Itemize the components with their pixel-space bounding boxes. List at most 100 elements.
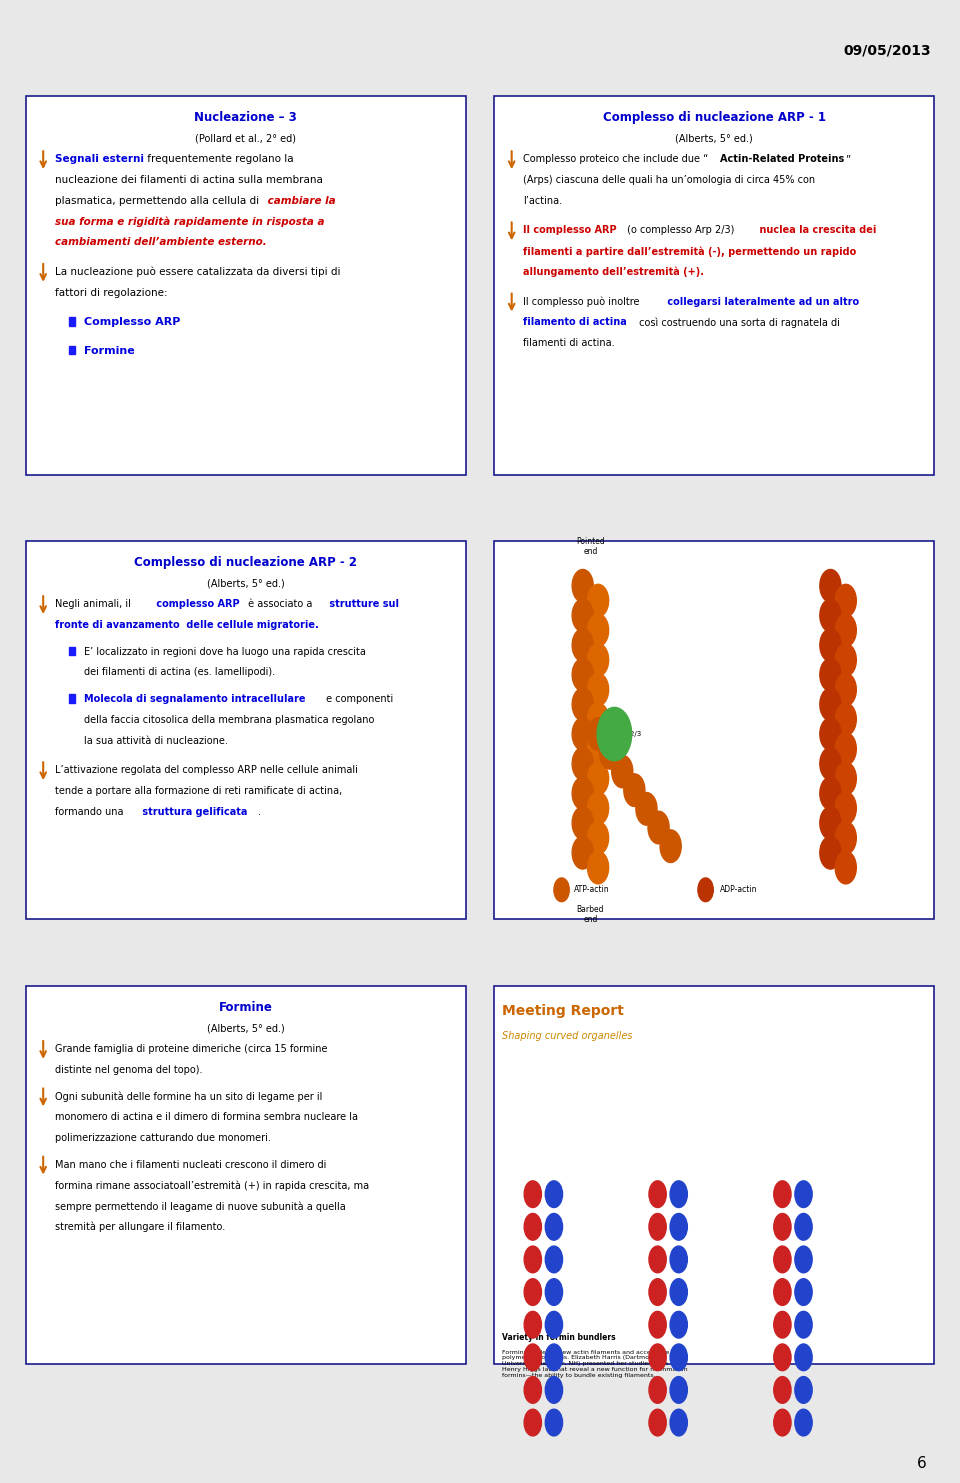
Circle shape xyxy=(670,1278,687,1305)
Text: formina rimane associatoall’estremità (+) in rapida crescita, ma: formina rimane associatoall’estremità (+… xyxy=(55,1180,369,1191)
Text: (Pollard et al., 2° ed): (Pollard et al., 2° ed) xyxy=(195,133,297,144)
Circle shape xyxy=(588,733,609,765)
Circle shape xyxy=(835,644,856,676)
Text: Negli animali, il: Negli animali, il xyxy=(55,599,131,610)
Circle shape xyxy=(835,762,856,795)
FancyBboxPatch shape xyxy=(26,986,466,1364)
Circle shape xyxy=(649,1246,666,1272)
Circle shape xyxy=(649,1409,666,1436)
Circle shape xyxy=(820,688,841,721)
Circle shape xyxy=(588,673,609,706)
Text: stremità per allungare il filamento.: stremità per allungare il filamento. xyxy=(55,1222,225,1232)
Text: così costruendo una sorta di ragnatela di: così costruendo una sorta di ragnatela d… xyxy=(636,317,840,328)
Circle shape xyxy=(649,1278,666,1305)
Text: Man mano che i filamenti nucleati crescono il dimero di: Man mano che i filamenti nucleati cresco… xyxy=(55,1160,326,1170)
Text: 6: 6 xyxy=(917,1456,926,1471)
FancyBboxPatch shape xyxy=(494,986,934,1364)
Text: cambiare la: cambiare la xyxy=(264,196,336,206)
Circle shape xyxy=(524,1180,541,1207)
Circle shape xyxy=(820,836,841,869)
Circle shape xyxy=(612,755,633,787)
Circle shape xyxy=(588,644,609,676)
Circle shape xyxy=(572,747,593,780)
Text: Variety in formin bundlers: Variety in formin bundlers xyxy=(502,1333,615,1342)
Circle shape xyxy=(774,1409,791,1436)
Circle shape xyxy=(795,1376,812,1403)
Text: Shaping curved organelles: Shaping curved organelles xyxy=(502,1031,633,1041)
Circle shape xyxy=(670,1311,687,1338)
Circle shape xyxy=(545,1311,563,1338)
Circle shape xyxy=(670,1246,687,1272)
Text: (Alberts, 5° ed.): (Alberts, 5° ed.) xyxy=(207,1023,284,1034)
Text: nucleazione dei filamenti di actina sulla membrana: nucleazione dei filamenti di actina sull… xyxy=(55,175,323,185)
Circle shape xyxy=(774,1278,791,1305)
Circle shape xyxy=(588,584,609,617)
Circle shape xyxy=(774,1180,791,1207)
Circle shape xyxy=(572,777,593,810)
Circle shape xyxy=(572,658,593,691)
Text: 09/05/2013: 09/05/2013 xyxy=(844,43,931,56)
Circle shape xyxy=(588,614,609,647)
Circle shape xyxy=(588,703,609,736)
FancyBboxPatch shape xyxy=(69,346,75,354)
Circle shape xyxy=(835,673,856,706)
Text: Molecola di segnalamento intracellulare: Molecola di segnalamento intracellulare xyxy=(84,694,306,704)
Text: filamento di actina: filamento di actina xyxy=(523,317,627,328)
Circle shape xyxy=(649,1180,666,1207)
Text: nuclea la crescita dei: nuclea la crescita dei xyxy=(756,225,876,236)
Text: e componenti: e componenti xyxy=(323,694,393,704)
Circle shape xyxy=(774,1344,791,1370)
Circle shape xyxy=(670,1213,687,1240)
Circle shape xyxy=(835,851,856,884)
Text: tende a portare alla formazione di reti ramificate di actina,: tende a portare alla formazione di reti … xyxy=(55,786,342,796)
Text: .: . xyxy=(258,807,261,817)
Text: Grande famiglia di proteine dimeriche (circa 15 formine: Grande famiglia di proteine dimeriche (c… xyxy=(55,1044,327,1054)
Circle shape xyxy=(660,830,682,863)
Circle shape xyxy=(524,1409,541,1436)
Text: Arp2/3: Arp2/3 xyxy=(619,731,642,737)
Text: Formine: Formine xyxy=(219,1001,273,1014)
Text: Complesso di nucleazione ARP - 2: Complesso di nucleazione ARP - 2 xyxy=(134,556,357,569)
FancyBboxPatch shape xyxy=(69,694,75,703)
FancyBboxPatch shape xyxy=(26,541,466,919)
Text: Meeting Report: Meeting Report xyxy=(502,1004,624,1017)
Text: filamenti di actina.: filamenti di actina. xyxy=(523,338,614,349)
Circle shape xyxy=(795,1213,812,1240)
Circle shape xyxy=(572,836,593,869)
Circle shape xyxy=(572,629,593,661)
Circle shape xyxy=(835,822,856,854)
FancyBboxPatch shape xyxy=(494,541,934,919)
Circle shape xyxy=(545,1376,563,1403)
Text: strutture sul: strutture sul xyxy=(326,599,399,610)
Text: ADP-actin: ADP-actin xyxy=(720,885,757,894)
Circle shape xyxy=(795,1246,812,1272)
Circle shape xyxy=(649,1344,666,1370)
Text: complesso ARP: complesso ARP xyxy=(153,599,239,610)
Text: ATP-actin: ATP-actin xyxy=(574,885,610,894)
FancyBboxPatch shape xyxy=(69,317,75,326)
Circle shape xyxy=(820,777,841,810)
Text: è associato a: è associato a xyxy=(245,599,312,610)
Circle shape xyxy=(636,792,657,825)
Text: cambiamenti dell’ambiente esterno.: cambiamenti dell’ambiente esterno. xyxy=(55,237,267,248)
Circle shape xyxy=(774,1246,791,1272)
Text: (o complesso Arp 2/3): (o complesso Arp 2/3) xyxy=(624,225,734,236)
Circle shape xyxy=(835,792,856,825)
Circle shape xyxy=(545,1213,563,1240)
Circle shape xyxy=(545,1409,563,1436)
Circle shape xyxy=(820,747,841,780)
Circle shape xyxy=(572,688,593,721)
Text: sempre permettendo il leagame di nuove subunità a quella: sempre permettendo il leagame di nuove s… xyxy=(55,1201,346,1212)
Text: Ogni subunità delle formine ha un sito di legame per il: Ogni subunità delle formine ha un sito d… xyxy=(55,1091,323,1102)
Circle shape xyxy=(648,811,669,844)
Circle shape xyxy=(545,1180,563,1207)
FancyBboxPatch shape xyxy=(26,96,466,475)
Text: (Arps) ciascuna delle quali ha un’omologia di circa 45% con: (Arps) ciascuna delle quali ha un’omolog… xyxy=(523,175,815,185)
Circle shape xyxy=(795,1180,812,1207)
Text: Il complesso ARP: Il complesso ARP xyxy=(523,225,617,236)
Text: la sua attività di nucleazione.: la sua attività di nucleazione. xyxy=(84,736,228,746)
Circle shape xyxy=(588,718,609,750)
Circle shape xyxy=(588,762,609,795)
Text: plasmatica, permettendo alla cellula di: plasmatica, permettendo alla cellula di xyxy=(55,196,259,206)
Circle shape xyxy=(545,1246,563,1272)
